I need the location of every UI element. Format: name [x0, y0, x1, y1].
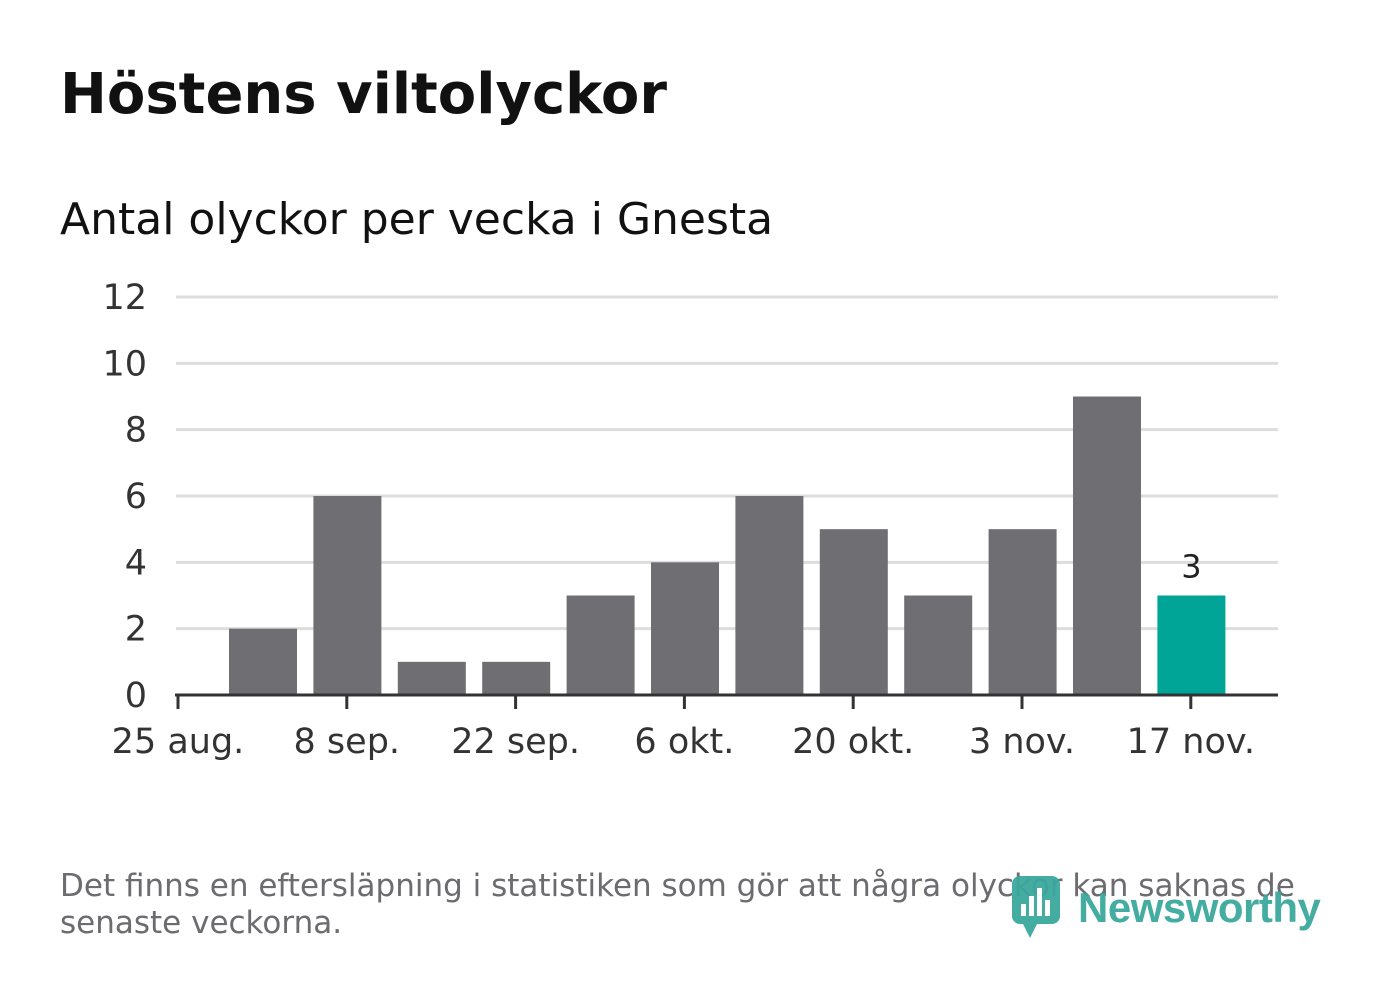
brand-name: Newsworthy: [1078, 884, 1321, 931]
bar: [735, 496, 804, 695]
bar: [1073, 396, 1141, 695]
data-label: 3: [1181, 548, 1201, 586]
y-tick-label: 12: [102, 278, 147, 318]
x-tick-label: 6 okt.: [634, 722, 734, 762]
x-tick-label: 25 aug.: [112, 722, 245, 762]
y-tick-label: 2: [125, 610, 147, 650]
bar: [988, 529, 1057, 695]
x-tick-label: 22 sep.: [451, 722, 580, 762]
bar: [482, 661, 551, 695]
y-tick-label: 8: [125, 411, 147, 451]
chart-title: Höstens viltolyckor: [60, 62, 667, 127]
y-tick-label: 6: [125, 477, 147, 517]
x-tick-label: 20 okt.: [792, 722, 914, 762]
bar: [904, 595, 973, 695]
chart-subtitle: Antal olyckor per vecka i Gnesta: [60, 194, 774, 245]
x-tick-label: 17 nov.: [1127, 722, 1255, 762]
bar: [819, 529, 888, 695]
y-tick-label: 10: [102, 344, 147, 384]
axis-layer: [175, 693, 1278, 709]
bar: [651, 562, 719, 695]
bar: [1157, 595, 1226, 695]
newsworthy-logo-icon: [1012, 876, 1060, 938]
x-tick-label: 3 nov.: [969, 722, 1075, 762]
y-tick-label: 4: [125, 543, 147, 583]
y-tick-label: 0: [125, 676, 147, 716]
footnote: Det finns en eftersläpning i statistiken…: [60, 868, 1295, 941]
bar-layer: [229, 396, 1226, 695]
label-layer: 0 2 4 6 8 10 12 25 aug. 8 sep. 22 sep. 6 okt. 20 ok…: [102, 278, 1255, 762]
bar: [566, 595, 635, 695]
brand-logo: Newsworthy: [1010, 874, 1321, 942]
bar: [397, 661, 466, 695]
bar-chart: 0 2 4 6 8 10 12 25 aug. 8 sep. 22 sep. 6 okt. 20 ok…: [102, 278, 1278, 762]
bar: [229, 628, 297, 695]
x-tick-label: 8 sep.: [294, 722, 401, 762]
bar: [313, 496, 382, 695]
